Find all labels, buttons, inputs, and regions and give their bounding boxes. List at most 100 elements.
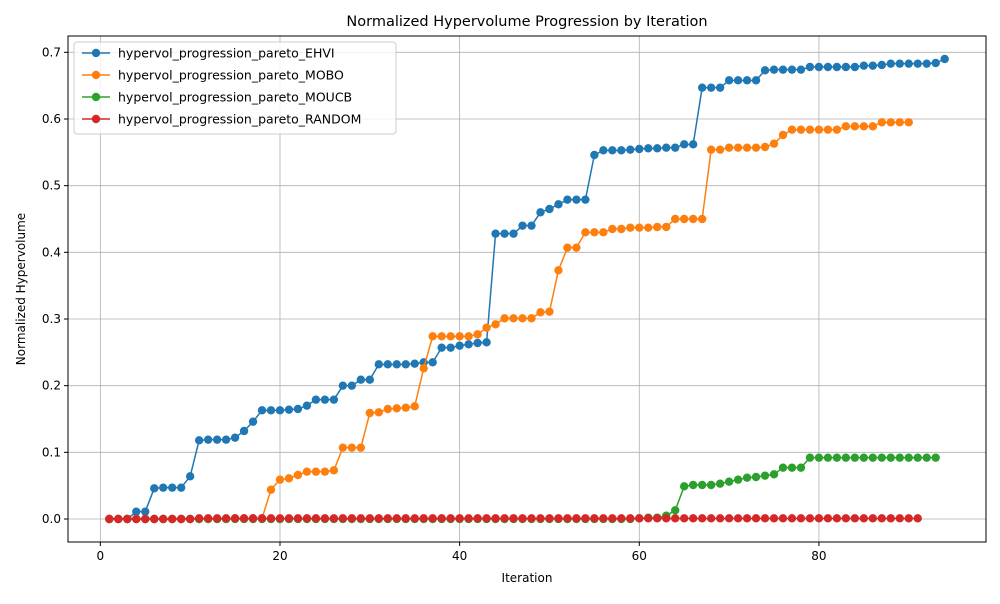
data-point [365, 514, 375, 523]
legend-label: hypervol_progression_pareto_MOUCB [118, 90, 352, 105]
data-point [563, 243, 572, 252]
y-tick-label: 0.7 [42, 45, 61, 59]
y-tick-label: 0.0 [42, 512, 61, 526]
data-point [706, 83, 716, 92]
data-point [419, 364, 428, 373]
data-point [455, 341, 464, 350]
data-point [697, 214, 707, 224]
data-point [150, 514, 159, 524]
data-point [679, 482, 689, 491]
data-point [662, 514, 671, 523]
data-point [805, 514, 815, 523]
data-point [688, 140, 698, 149]
data-point [518, 514, 527, 523]
data-point [922, 59, 931, 68]
data-point [742, 473, 752, 482]
data-point [356, 443, 366, 452]
data-point [518, 221, 527, 230]
data-point [617, 514, 626, 523]
data-point [410, 359, 419, 368]
data-point [482, 514, 491, 523]
data-point [877, 453, 886, 462]
data-point [374, 360, 383, 369]
data-point [886, 453, 895, 462]
y-tick-label: 0.2 [42, 379, 61, 393]
legend-items: hypervol_progression_pareto_EHVI hypervol… [82, 46, 361, 127]
data-point [545, 514, 554, 523]
data-point [787, 125, 797, 134]
data-point [715, 514, 725, 523]
data-point [796, 65, 806, 74]
data-point [751, 514, 761, 523]
data-point [832, 514, 842, 523]
data-point [141, 507, 150, 516]
data-point [653, 514, 662, 523]
data-point [769, 139, 779, 148]
data-point [832, 62, 842, 72]
data-point [599, 146, 608, 155]
data-point [248, 417, 258, 426]
data-point [841, 62, 851, 72]
data-point [760, 66, 770, 75]
data-point [563, 195, 572, 204]
data-point [742, 76, 752, 85]
data-point [706, 145, 716, 154]
data-point [221, 514, 231, 523]
data-point [473, 338, 482, 348]
tick-layer: 0 20 40 60 80 0.0 0.1 0.2 0.3 0.4 0.5 0.6 0.7 [42, 45, 827, 563]
data-point [671, 506, 680, 515]
data-point [401, 360, 410, 369]
data-point [778, 514, 788, 523]
data-point [500, 229, 509, 238]
data-point [248, 514, 258, 523]
data-point [383, 404, 392, 414]
data-point [796, 514, 806, 523]
data-point [356, 375, 366, 384]
data-point [886, 118, 895, 127]
data-point [302, 514, 312, 523]
data-point [581, 228, 590, 237]
data-point [176, 514, 186, 524]
data-point [742, 514, 752, 523]
data-point [392, 404, 401, 413]
chart-title: Normalized Hypervolume Progression by It… [346, 14, 707, 30]
data-point [536, 308, 545, 317]
data-point [329, 514, 339, 523]
data-point [859, 122, 869, 131]
data-point [518, 314, 527, 323]
data-point [320, 467, 330, 476]
data-point [787, 463, 797, 472]
data-point [581, 195, 590, 204]
data-point [895, 453, 904, 462]
data-point [751, 76, 761, 85]
data-point [203, 514, 213, 523]
data-point [509, 314, 518, 323]
data-point [536, 208, 545, 217]
data-point [464, 514, 473, 523]
data-point [581, 514, 590, 523]
data-point [931, 58, 940, 68]
data-point [751, 143, 761, 152]
data-point [635, 223, 644, 232]
data-point [832, 125, 842, 134]
data-point [203, 435, 213, 444]
data-point [715, 479, 725, 488]
data-point [257, 406, 267, 415]
data-point [383, 514, 392, 523]
data-point [572, 195, 581, 204]
data-point [706, 480, 716, 490]
data-point [877, 118, 886, 127]
data-point [221, 435, 231, 444]
data-point [536, 514, 545, 523]
data-point [778, 130, 788, 140]
series-line [109, 456, 936, 520]
data-point [697, 480, 707, 490]
legend-marker [91, 114, 101, 124]
data-point [401, 514, 410, 523]
data-point [868, 61, 878, 70]
data-point [554, 514, 563, 523]
data-point [230, 433, 240, 442]
data-point [293, 470, 303, 480]
data-point [401, 403, 410, 412]
data-point [275, 406, 285, 415]
